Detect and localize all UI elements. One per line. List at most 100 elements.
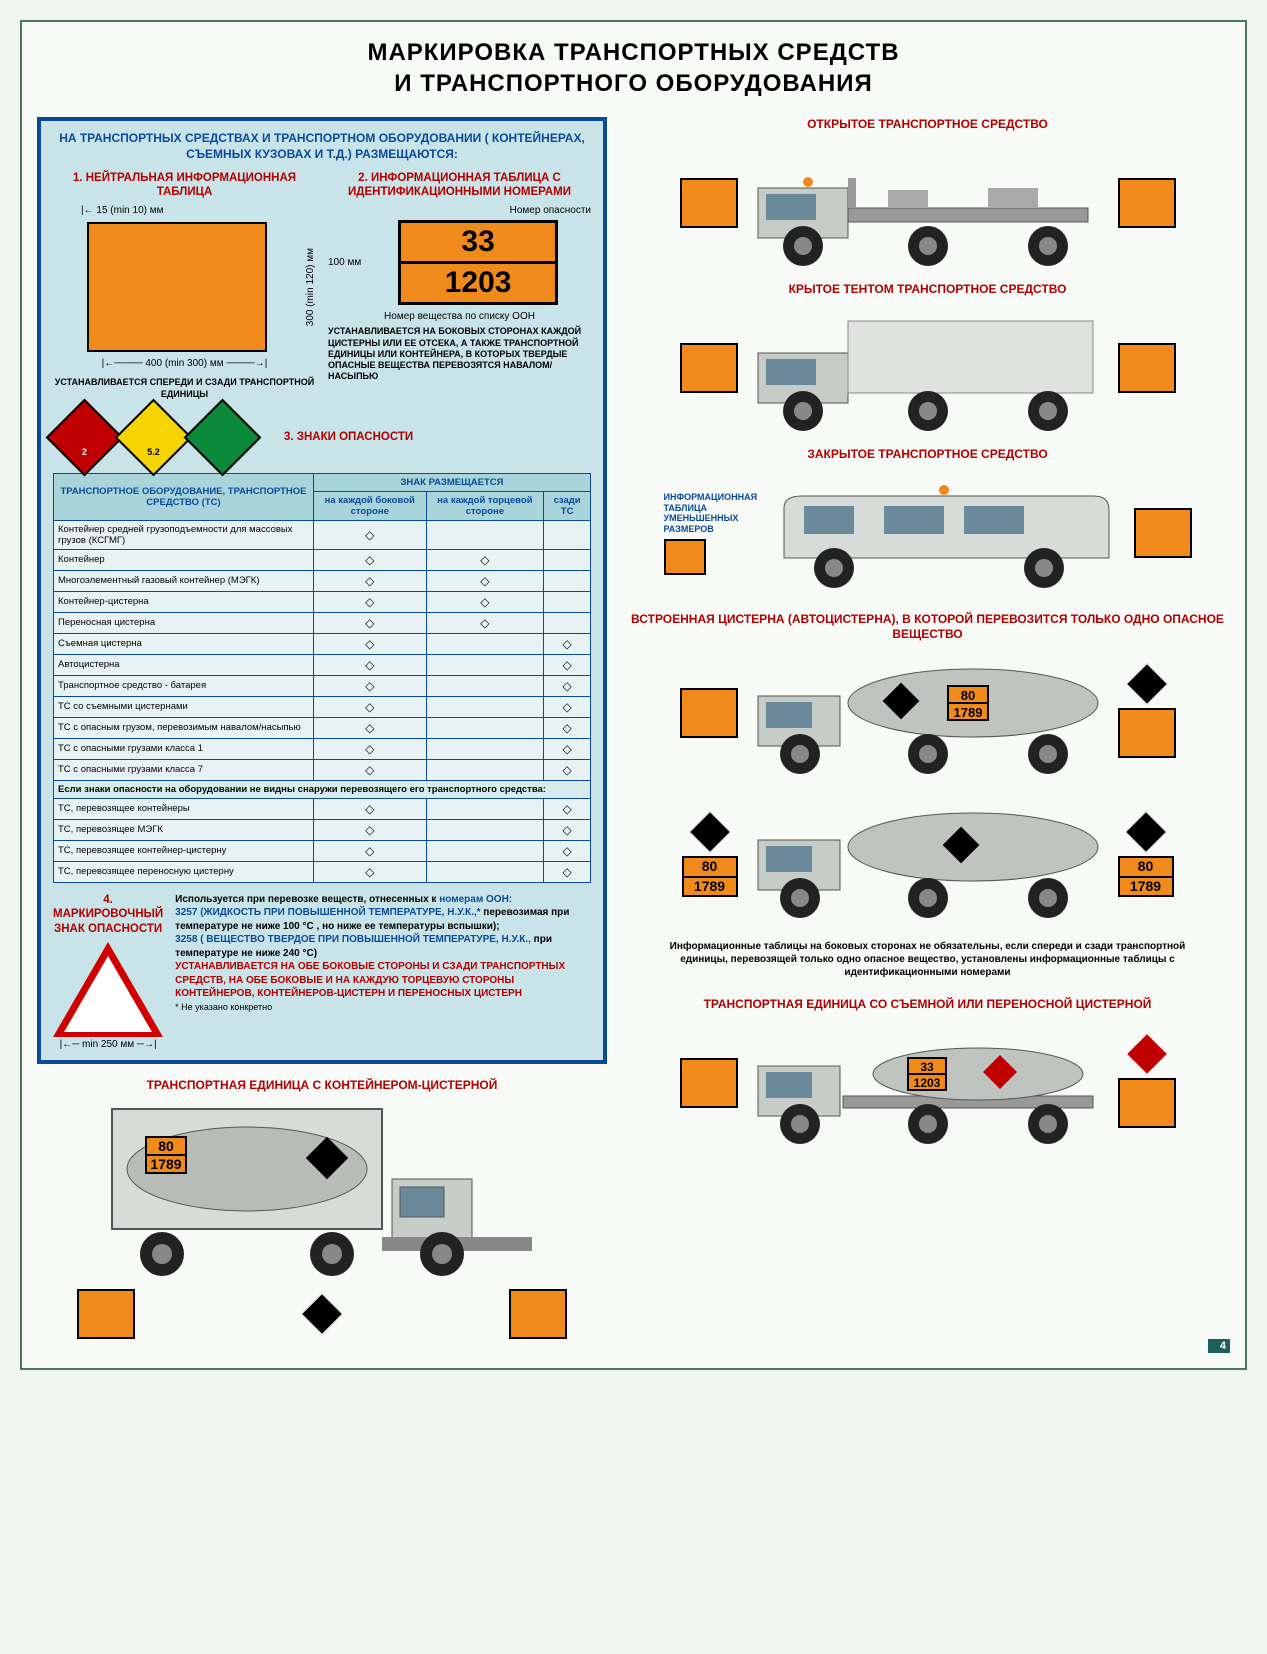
table-cell-mark: ◇ (544, 717, 591, 738)
table-cell-mark: ◇ (544, 819, 591, 840)
dim-height: 300 (min 120) мм (305, 248, 316, 326)
table-row-name: ТС, перевозящее МЭГК (54, 819, 314, 840)
orange-square (1118, 178, 1176, 228)
orange-square (1118, 1078, 1176, 1128)
table-cell-mark (426, 696, 544, 717)
main-title: МАРКИРОВКА ТРАНСПОРТНЫХ СРЕДСТВ И ТРАНСП… (37, 37, 1230, 99)
truck-tank-1: ВСТРОЕННАЯ ЦИСТЕРНА (АВТОЦИСТЕРНА), В КО… (625, 612, 1230, 778)
truck-portable-tank: ТРАНСПОРТНАЯ ЕДИНИЦА СО СЪЕМНОЙ ИЛИ ПЕРЕ… (625, 997, 1230, 1148)
truck-tank-2: 80 1789 (625, 792, 1230, 922)
info-plate-hazard: 33 (401, 223, 555, 264)
truck-covered-svg (748, 303, 1108, 433)
table-cell-mark: ◇ (313, 591, 426, 612)
table-row-name: Контейнер средней грузоподъемности для м… (54, 520, 314, 549)
table-cell-mark: ◇ (544, 654, 591, 675)
orange-square (680, 343, 738, 393)
plates-row: 1. НЕЙТРАЛЬНАЯ ИНФОРМАЦИОННАЯ ТАБЛИЦА |←… (53, 171, 591, 400)
title-line2: И ТРАНСПОРТНОГО ОБОРУДОВАНИЯ (394, 70, 872, 97)
orange-square (77, 1289, 135, 1339)
table-row-name: Транспортное средство - батарея (54, 675, 314, 696)
truck-open: ОТКРЫТОЕ ТРАНСПОРТНОЕ СРЕДСТВО (625, 117, 1230, 268)
table-cell-mark: ◇ (544, 738, 591, 759)
table-cell-mark (544, 570, 591, 591)
table-row-name: ТС, перевозящее переносную цистерну (54, 861, 314, 882)
container-tank-block: ТРАНСПОРТНАЯ ЕДИНИЦА С КОНТЕЙНЕРОМ-ЦИСТЕ… (37, 1078, 607, 1339)
truck-covered: КРЫТОЕ ТЕНТОМ ТРАНСПОРТНОЕ СРЕДСТВО (625, 282, 1230, 433)
table-cell-mark: ◇ (313, 717, 426, 738)
hazard-diamond-green (184, 398, 262, 476)
table-cell-mark (426, 861, 544, 882)
orange-square (680, 178, 738, 228)
hazard-diamond-red: 2 (46, 398, 124, 476)
th-equipment: ТРАНСПОРТНОЕ ОБОРУДОВАНИЕ, ТРАНСПОРТНОЕ … (54, 473, 314, 520)
table-cell-mark: ◇ (313, 696, 426, 717)
table-cell-mark (544, 549, 591, 570)
orange-square (680, 688, 738, 738)
page-number: 4 (1208, 1339, 1230, 1353)
svg-text:1789: 1789 (953, 705, 982, 720)
truck-van: ЗАКРЫТОЕ ТРАНСПОРТНОЕ СРЕДСТВО ИНФОРМАЦИ… (625, 447, 1230, 598)
table-cell-mark: ◇ (313, 759, 426, 780)
table-cell-mark: ◇ (313, 654, 426, 675)
orange-plate-small: 80 1789 (1118, 856, 1174, 897)
table-cell-mark: ◇ (544, 633, 591, 654)
table-cell-mark: ◇ (313, 861, 426, 882)
table-cell-mark (426, 798, 544, 819)
table-row-name: ТС, перевозящее контейнер-цистерну (54, 840, 314, 861)
orange-square (1118, 708, 1176, 758)
table-cell-mark: ◇ (313, 738, 426, 759)
table-cell-mark: ◇ (313, 798, 426, 819)
truck-van-svg (764, 468, 1124, 598)
svg-text:33: 33 (920, 1060, 934, 1074)
title-line1: МАРКИРОВКА ТРАНСПОРТНЫХ СРЕДСТВ (367, 39, 899, 66)
hazard-diamond-icon (1125, 663, 1167, 705)
sec1-title: 1. НЕЙТРАЛЬНАЯ ИНФОРМАЦИОННАЯ ТАБЛИЦА (53, 171, 316, 200)
table-cell-mark (426, 675, 544, 696)
orange-square (1134, 508, 1192, 558)
truck-tank-svg: 80 1789 (748, 648, 1108, 778)
dim-h100: 100 мм (328, 257, 361, 268)
truck-portable-tank-svg: 33 1203 (748, 1018, 1108, 1148)
th-c3: сзади ТС (544, 491, 591, 520)
table-cell-mark: ◇ (426, 591, 544, 612)
table-row-name: Съемная цистерна (54, 633, 314, 654)
orange-square-small (664, 539, 706, 575)
th-group: ЗНАК РАЗМЕЩАЕТСЯ (313, 473, 590, 491)
table-cell-mark: ◇ (426, 570, 544, 591)
table-cell-mark (426, 654, 544, 675)
truck-tank-svg (748, 792, 1108, 922)
table-cell-mark: ◇ (544, 840, 591, 861)
table-row-name: Переносная цистерна (54, 612, 314, 633)
orange-square (680, 1058, 738, 1108)
table-cell-mark: ◇ (313, 633, 426, 654)
layout-grid: НА ТРАНСПОРТНЫХ СРЕДСТВАХ И ТРАНСПОРТНОМ… (37, 117, 1230, 1339)
svg-text:80: 80 (158, 1138, 174, 1154)
table-cell-mark: ◇ (313, 520, 426, 549)
svg-text:1203: 1203 (913, 1076, 940, 1090)
table-row-name: ТС с опасными грузами класса 1 (54, 738, 314, 759)
section-4: 4. МАРКИРОВОЧНЫЙ ЗНАК ОПАСНОСТИ |←─ min … (53, 893, 591, 1050)
table-cell-mark (426, 520, 544, 549)
warning-triangle-icon (53, 942, 163, 1037)
truck-flatbed-svg (748, 138, 1108, 268)
table-cell-mark (426, 819, 544, 840)
sec4-title: 4. МАРКИРОВОЧНЫЙ ЗНАК ОПАСНОСТИ (53, 893, 163, 936)
orange-plate-small: 80 1789 (682, 856, 738, 897)
table-row-name: ТС с опасным грузом, перевозимым навалом… (54, 717, 314, 738)
orange-square (1118, 343, 1176, 393)
blue-panel: НА ТРАНСПОРТНЫХ СРЕДСТВАХ И ТРАНСПОРТНОМ… (37, 117, 607, 1064)
section-2: 2. ИНФОРМАЦИОННАЯ ТАБЛИЦА С ИДЕНТИФИКАЦИ… (328, 171, 591, 400)
table-cell-mark (544, 591, 591, 612)
table-cell-mark (426, 738, 544, 759)
label-bot: Номер вещества по списку ООН (328, 311, 591, 322)
table-cell-mark (544, 520, 591, 549)
neutral-plate (87, 222, 267, 352)
sec3-title: 3. ЗНАКИ ОПАСНОСТИ (284, 430, 413, 444)
table-cell-mark (426, 759, 544, 780)
sec4-text: Используется при перевозке веществ, отне… (175, 893, 591, 1050)
poster: МАРКИРОВКА ТРАНСПОРТНЫХ СРЕДСТВ И ТРАНСП… (20, 20, 1247, 1370)
blue-heading: НА ТРАНСПОРТНЫХ СРЕДСТВАХ И ТРАНСПОРТНОМ… (53, 131, 591, 162)
info-plate: 33 1203 (398, 220, 558, 305)
left-column: НА ТРАНСПОРТНЫХ СРЕДСТВАХ И ТРАНСПОРТНОМ… (37, 117, 607, 1339)
info-plate-un: 1203 (401, 264, 555, 302)
